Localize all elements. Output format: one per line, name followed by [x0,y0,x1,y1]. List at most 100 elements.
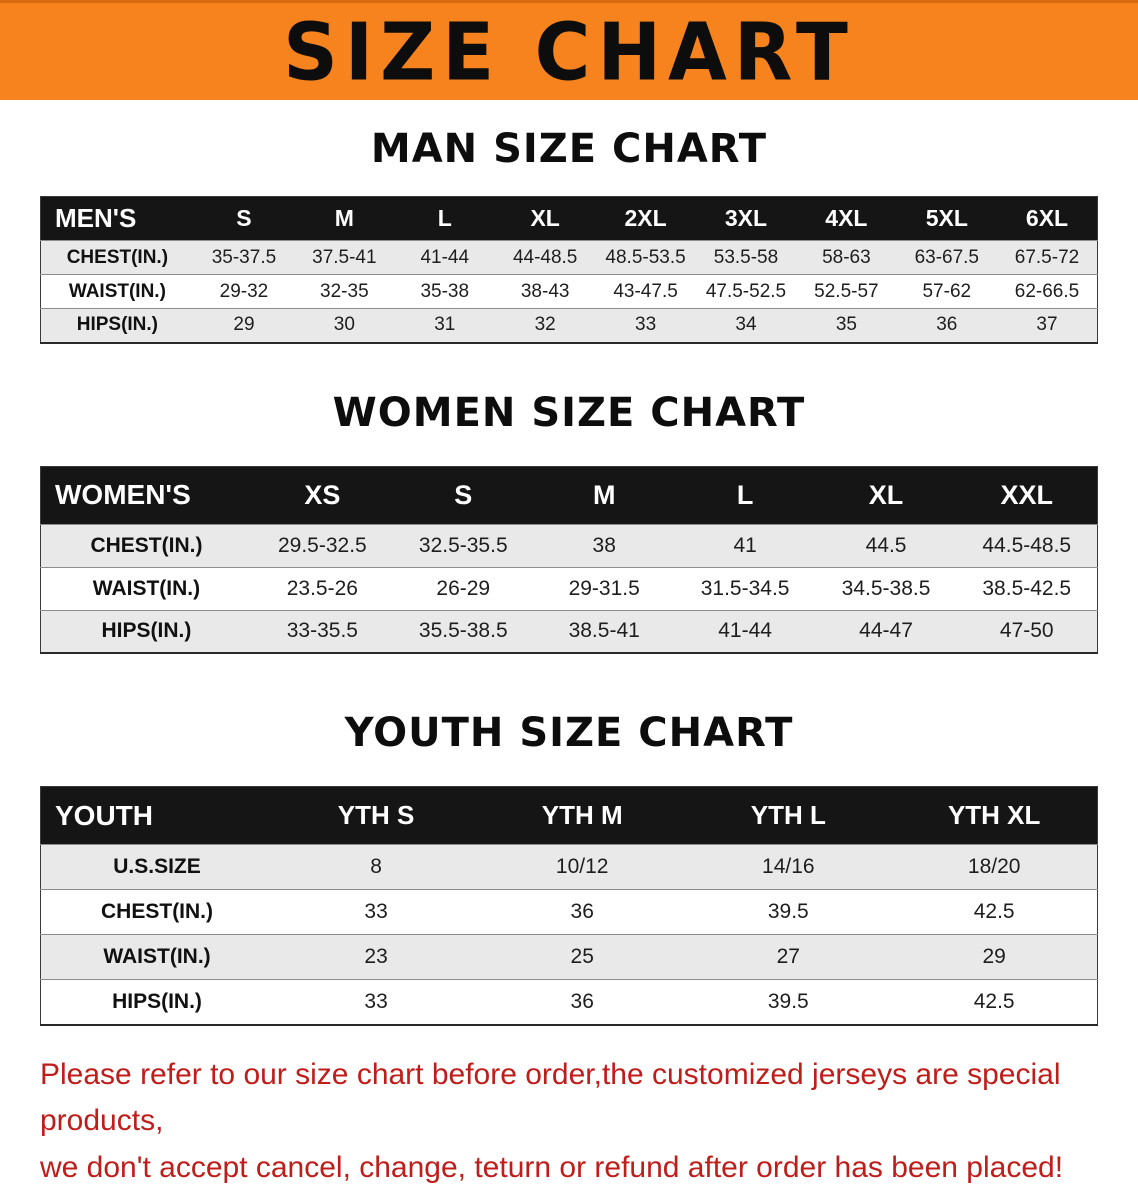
table-title-cell: WOMEN'S [41,466,252,524]
table-cell: 31.5-34.5 [675,567,816,610]
size-column-header: M [294,197,394,241]
table-cell: 62-66.5 [997,275,1098,309]
table-cell: 31 [395,309,495,343]
table-cell: 33 [595,309,695,343]
row-label: CHEST(IN.) [41,241,194,275]
table-cell: 29-31.5 [534,567,675,610]
table-cell: 14/16 [685,845,891,890]
youth-section-heading: YOUTH SIZE CHART [0,710,1138,756]
size-column-header: 2XL [595,197,695,241]
size-column-header: M [534,466,675,524]
table-cell: 35-38 [395,275,495,309]
table-cell: 35.5-38.5 [393,610,534,653]
table-cell: 29 [194,309,294,343]
table-cell: 41-44 [675,610,816,653]
table-cell: 58-63 [796,241,896,275]
table-cell: 41-44 [395,241,495,275]
table-cell: 38 [534,524,675,567]
table-cell: 47.5-52.5 [696,275,796,309]
table-cell: 36 [479,890,685,935]
table-cell: 44-48.5 [495,241,595,275]
row-label: HIPS(IN.) [41,610,252,653]
banner-title: SIZE CHART [283,5,855,98]
table-cell: 53.5-58 [696,241,796,275]
table-cell: 23.5-26 [252,567,393,610]
table-cell: 37.5-41 [294,241,394,275]
table-cell: 43-47.5 [595,275,695,309]
table-cell: 33 [273,980,479,1025]
footer-disclaimer-line1: Please refer to our size chart before or… [40,1052,1108,1145]
table-cell: 41 [675,524,816,567]
footer-disclaimer: Please refer to our size chart before or… [40,1052,1108,1191]
table-cell: 35 [796,309,896,343]
row-label: WAIST(IN.) [41,567,252,610]
table-title-cell: MEN'S [41,197,194,241]
size-column-header: 4XL [796,197,896,241]
table-cell: 33 [273,890,479,935]
table-cell: 38-43 [495,275,595,309]
table-cell: 48.5-53.5 [595,241,695,275]
table-cell: 35-37.5 [194,241,294,275]
women-section-heading: WOMEN SIZE CHART [0,390,1138,436]
size-column-header: 3XL [696,197,796,241]
size-column-header: YTH M [479,787,685,845]
size-column-header: L [675,466,816,524]
table-cell: 18/20 [891,845,1097,890]
table-cell: 36 [479,980,685,1025]
size-column-header: 5XL [897,197,997,241]
row-label: WAIST(IN.) [41,275,194,309]
row-label: U.S.SIZE [41,845,274,890]
row-label: CHEST(IN.) [41,890,274,935]
footer-disclaimer-line2: we don't accept cancel, change, teturn o… [40,1145,1108,1191]
table-cell: 37 [997,309,1098,343]
row-label: CHEST(IN.) [41,524,252,567]
table-cell: 32.5-35.5 [393,524,534,567]
table-cell: 32-35 [294,275,394,309]
row-label: HIPS(IN.) [41,980,274,1025]
size-column-header: XS [252,466,393,524]
men-section-heading: MAN SIZE CHART [0,126,1138,172]
size-chart-banner: SIZE CHART [0,0,1138,100]
table-cell: 47-50 [957,610,1098,653]
table-cell: 39.5 [685,980,891,1025]
table-cell: 42.5 [891,890,1097,935]
table-cell: 36 [897,309,997,343]
table-cell: 34 [696,309,796,343]
table-cell: 44.5-48.5 [957,524,1098,567]
size-column-header: L [395,197,495,241]
table-cell: 44-47 [816,610,957,653]
table-cell: 27 [685,935,891,980]
size-column-header: YTH S [273,787,479,845]
table-cell: 32 [495,309,595,343]
table-cell: 39.5 [685,890,891,935]
table-cell: 8 [273,845,479,890]
table-cell: 38.5-42.5 [957,567,1098,610]
table-cell: 33-35.5 [252,610,393,653]
table-cell: 29 [891,935,1097,980]
table-cell: 29.5-32.5 [252,524,393,567]
table-cell: 26-29 [393,567,534,610]
table-cell: 67.5-72 [997,241,1098,275]
table-cell: 29-32 [194,275,294,309]
table-cell: 10/12 [479,845,685,890]
